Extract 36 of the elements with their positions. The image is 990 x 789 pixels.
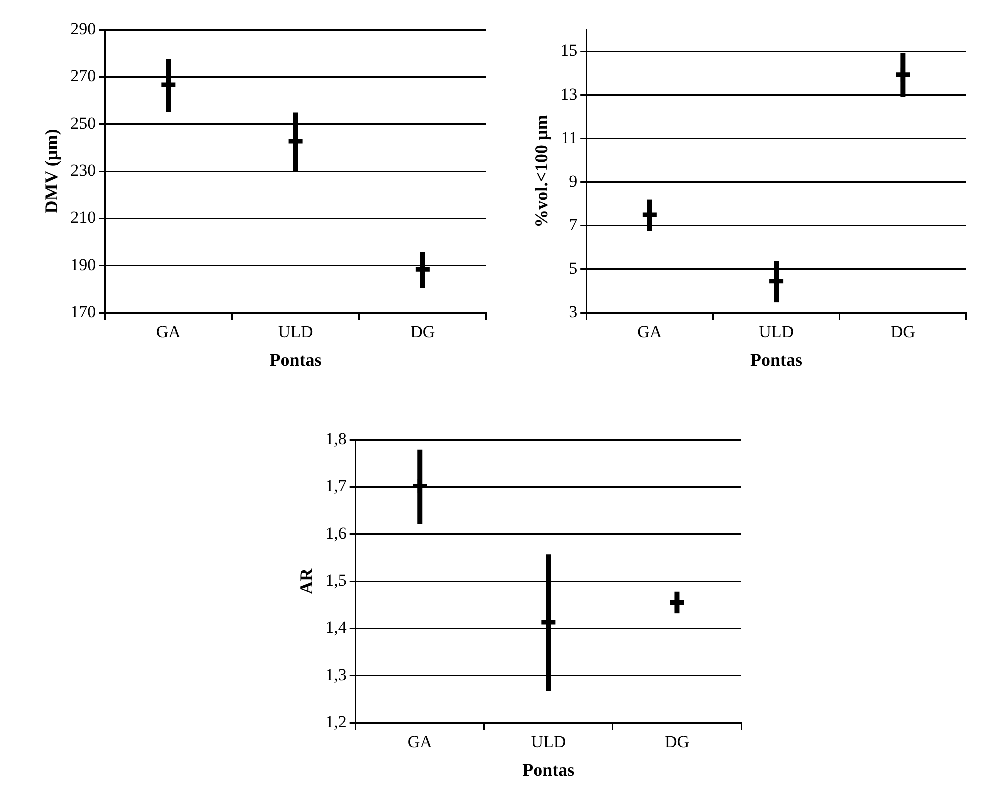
x-axis-title: Pontas	[750, 350, 803, 370]
y-axis-title: %vol.<100 µm	[531, 115, 552, 228]
x-tick-label: GA	[408, 732, 434, 752]
y-tick-label: 250	[70, 114, 96, 133]
y-tick-label: 1,2	[326, 712, 347, 732]
x-tick-label: ULD	[759, 322, 794, 342]
y-tick-label: 5	[569, 258, 578, 278]
y-tick-label: 170	[70, 302, 96, 322]
y-tick-label: 3	[569, 302, 578, 322]
x-tick-label: GA	[638, 322, 663, 342]
x-axis-title: Pontas	[270, 350, 322, 370]
y-tick-label: 210	[70, 208, 96, 228]
x-tick-label: GA	[156, 322, 182, 342]
y-tick-label: 270	[70, 66, 96, 86]
y-tick-label: 190	[70, 255, 96, 274]
y-tick-label: 1,3	[326, 665, 347, 684]
x-axis-title: Pontas	[522, 760, 575, 780]
x-tick-label: ULD	[531, 732, 566, 752]
x-tick-label: DG	[664, 732, 690, 752]
y-tick-label: 1,6	[326, 524, 347, 543]
y-tick-label: 13	[560, 84, 578, 104]
x-tick-label: DG	[890, 322, 916, 342]
y-tick-label: 230	[70, 160, 96, 180]
x-tick-label: ULD	[278, 322, 314, 342]
y-tick-label: 1,4	[326, 618, 348, 638]
y-axis-title: AR	[296, 568, 316, 594]
y-tick-label: 11	[561, 128, 578, 148]
y-tick-label: 290	[70, 19, 96, 38]
y-tick-label: 1,5	[326, 570, 347, 590]
y-tick-label: 15	[560, 41, 578, 60]
y-tick-label: 1,7	[326, 476, 348, 496]
y-tick-label: 7	[569, 215, 578, 234]
y-tick-label: 1,8	[326, 429, 347, 448]
y-tick-label: 9	[569, 172, 578, 191]
y-axis-title: DMV (µm)	[41, 129, 62, 214]
x-tick-label: DG	[410, 322, 436, 342]
